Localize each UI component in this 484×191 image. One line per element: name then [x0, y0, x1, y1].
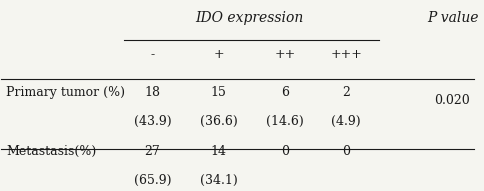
Text: 6: 6 — [281, 86, 289, 99]
Text: -: - — [151, 48, 154, 61]
Text: (43.9): (43.9) — [134, 115, 171, 128]
Text: (14.6): (14.6) — [266, 115, 303, 128]
Text: (36.6): (36.6) — [200, 115, 238, 128]
Text: 18: 18 — [145, 86, 161, 99]
Text: (34.1): (34.1) — [200, 174, 238, 187]
Text: ++: ++ — [274, 48, 295, 61]
Text: 0.020: 0.020 — [435, 94, 470, 107]
Text: 2: 2 — [342, 86, 350, 99]
Text: 0: 0 — [281, 145, 289, 158]
Text: +: + — [213, 48, 224, 61]
Text: P value: P value — [427, 11, 478, 25]
Text: 14: 14 — [211, 145, 227, 158]
Text: 27: 27 — [145, 145, 160, 158]
Text: (4.9): (4.9) — [332, 115, 361, 128]
Text: Metastasis(%): Metastasis(%) — [6, 145, 96, 158]
Text: +++: +++ — [330, 48, 362, 61]
Text: (65.9): (65.9) — [134, 174, 171, 187]
Text: 15: 15 — [211, 86, 227, 99]
Text: Primary tumor (%): Primary tumor (%) — [6, 86, 125, 99]
Text: 0: 0 — [342, 145, 350, 158]
Text: IDO expression: IDO expression — [195, 11, 303, 25]
